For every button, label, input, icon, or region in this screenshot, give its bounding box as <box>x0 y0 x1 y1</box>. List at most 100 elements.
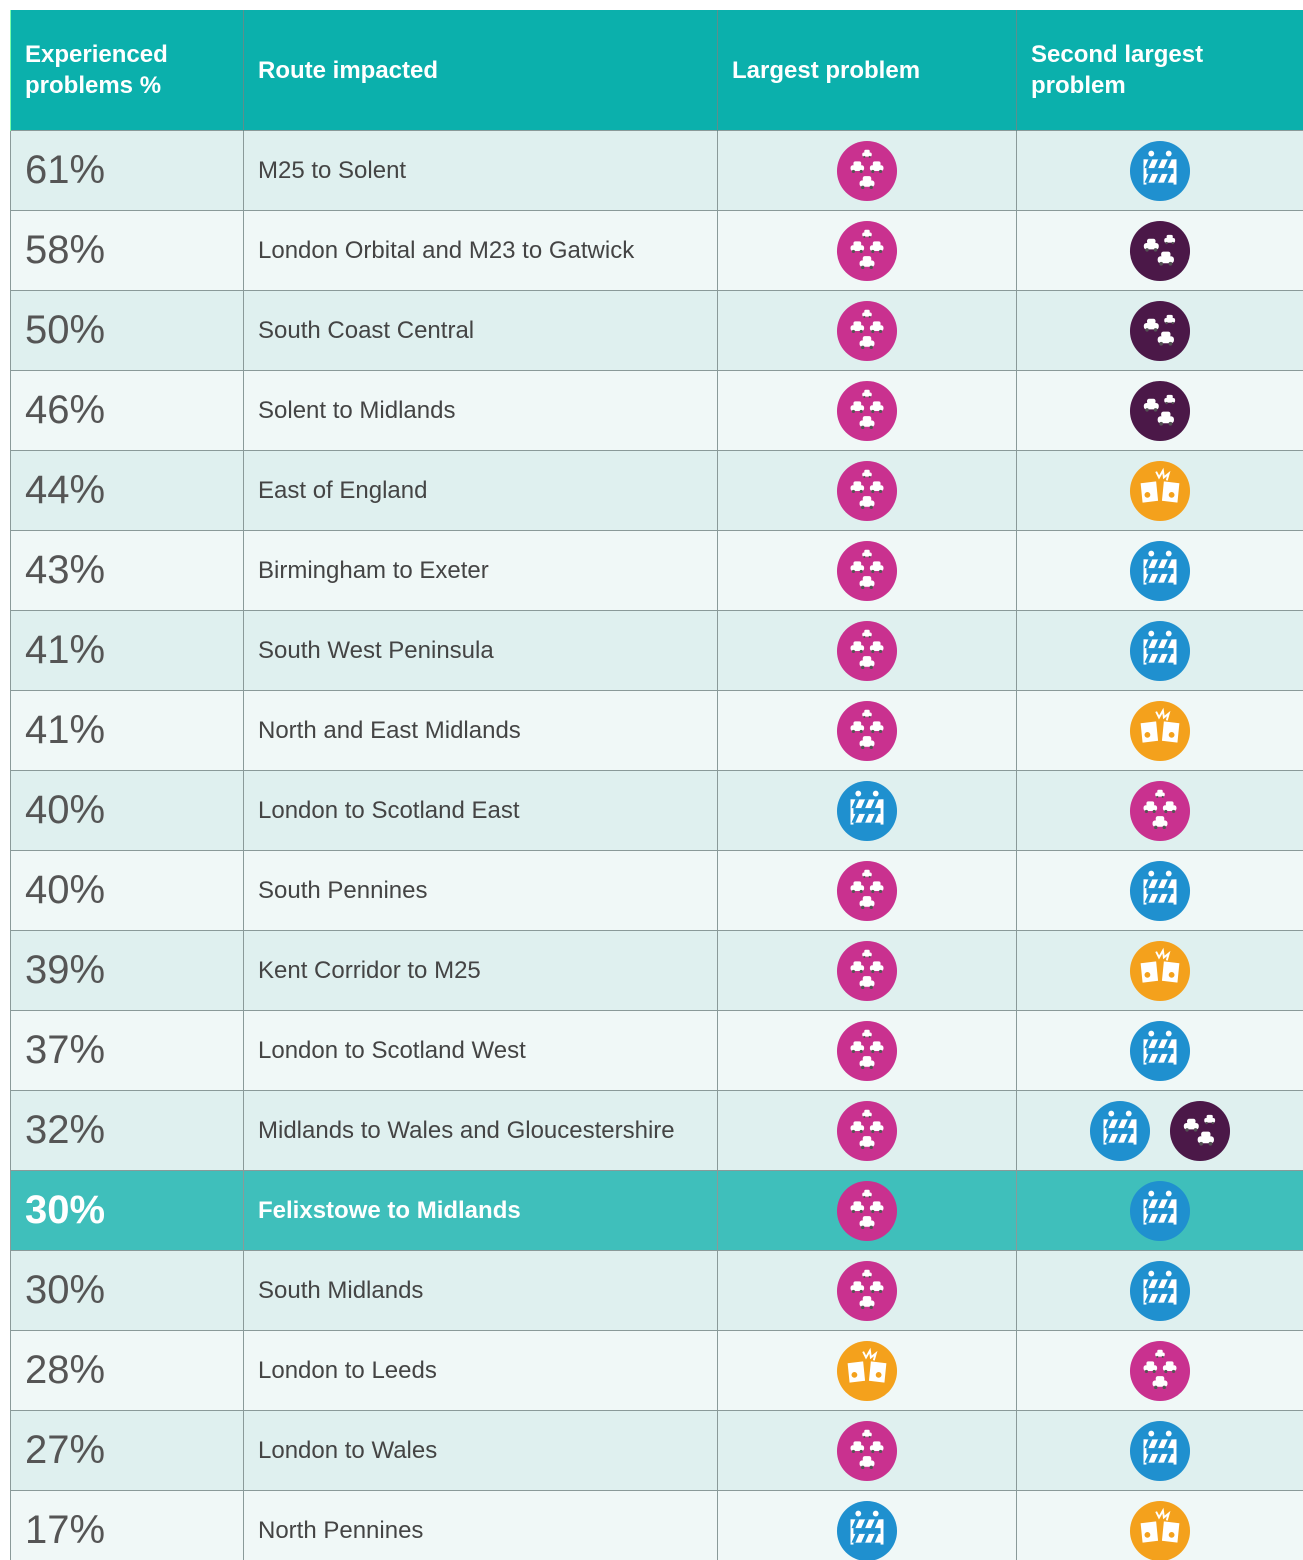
route-cell: Midlands to Wales and Gloucestershire <box>243 1090 718 1171</box>
problem-icon <box>836 140 898 202</box>
problem-icon <box>836 1500 898 1560</box>
route-cell: South Coast Central <box>243 290 718 371</box>
route-cell: London to Scotland West <box>243 1010 718 1091</box>
largest-problem-cell <box>717 690 1017 771</box>
largest-problem-cell <box>717 1010 1017 1091</box>
problem-icon <box>836 1340 898 1402</box>
table-row: 41% North and East Midlands <box>10 690 1303 771</box>
problem-icon <box>1129 380 1191 442</box>
second-problem-cell <box>1016 1170 1303 1251</box>
percent-cell: 40% <box>10 850 244 931</box>
percent-cell: 43% <box>10 530 244 611</box>
table-row: 50% South Coast Central <box>10 290 1303 371</box>
problem-icon <box>1129 1260 1191 1322</box>
problem-icon <box>836 300 898 362</box>
problem-icon <box>836 620 898 682</box>
problem-icon <box>836 460 898 522</box>
problem-icon <box>836 780 898 842</box>
header-cell: Largest problem <box>717 10 1017 131</box>
problem-icon <box>836 1260 898 1322</box>
largest-problem-cell <box>717 530 1017 611</box>
problem-icon <box>1129 220 1191 282</box>
percent-cell: 37% <box>10 1010 244 1091</box>
second-problem-cell <box>1016 1250 1303 1331</box>
percent-cell: 30% <box>10 1250 244 1331</box>
problem-icon <box>836 1180 898 1242</box>
route-cell: Kent Corridor to M25 <box>243 930 718 1011</box>
percent-cell: 30% <box>10 1170 244 1251</box>
second-problem-cell <box>1016 930 1303 1011</box>
largest-problem-cell <box>717 850 1017 931</box>
largest-problem-cell <box>717 450 1017 531</box>
problem-icon <box>836 380 898 442</box>
largest-problem-cell <box>717 210 1017 291</box>
percent-cell: 41% <box>10 610 244 691</box>
percent-cell: 44% <box>10 450 244 531</box>
table-row: 46% Solent to Midlands <box>10 370 1303 451</box>
largest-problem-cell <box>717 930 1017 1011</box>
second-problem-cell <box>1016 450 1303 531</box>
table-row: 30% South Midlands <box>10 1250 1303 1331</box>
problem-icon <box>1129 700 1191 762</box>
second-problem-cell <box>1016 290 1303 371</box>
largest-problem-cell <box>717 370 1017 451</box>
largest-problem-cell <box>717 130 1017 211</box>
second-problem-cell <box>1016 770 1303 851</box>
problem-icon <box>836 540 898 602</box>
route-cell: Birmingham to Exeter <box>243 530 718 611</box>
second-problem-cell <box>1016 690 1303 771</box>
largest-problem-cell <box>717 1490 1017 1560</box>
second-problem-cell <box>1016 1090 1303 1171</box>
problem-icon <box>1129 860 1191 922</box>
second-problem-cell <box>1016 530 1303 611</box>
table-row: 40% South Pennines <box>10 850 1303 931</box>
percent-cell: 61% <box>10 130 244 211</box>
problem-icon <box>1129 940 1191 1002</box>
percent-cell: 41% <box>10 690 244 771</box>
table-row: 58% London Orbital and M23 to Gatwick <box>10 210 1303 291</box>
route-cell: London to Leeds <box>243 1330 718 1411</box>
problem-icon <box>836 700 898 762</box>
table-row: 61% M25 to Solent <box>10 130 1303 211</box>
second-problem-cell <box>1016 850 1303 931</box>
table-row: 32% Midlands to Wales and Gloucestershire <box>10 1090 1303 1171</box>
percent-cell: 46% <box>10 370 244 451</box>
table-row: 43% Birmingham to Exeter <box>10 530 1303 611</box>
header-cell: Experienced problems % <box>10 10 244 131</box>
header-row: Experienced problems % Route impacted La… <box>10 10 1303 131</box>
route-cell: South West Peninsula <box>243 610 718 691</box>
second-problem-cell <box>1016 1490 1303 1560</box>
second-problem-cell <box>1016 1410 1303 1491</box>
largest-problem-cell <box>717 1090 1017 1171</box>
largest-problem-cell <box>717 1250 1017 1331</box>
problem-icon <box>1129 1020 1191 1082</box>
route-cell: London to Scotland East <box>243 770 718 851</box>
table-row: 28% London to Leeds <box>10 1330 1303 1411</box>
table-body: 61% M25 to Solent 58% London Orbital and M2… <box>10 130 1303 1560</box>
route-cell: South Pennines <box>243 850 718 931</box>
problem-icon <box>1129 1420 1191 1482</box>
percent-cell: 17% <box>10 1490 244 1560</box>
largest-problem-cell <box>717 290 1017 371</box>
route-cell: Felixstowe to Midlands <box>243 1170 718 1251</box>
table-row: 27% London to Wales <box>10 1410 1303 1491</box>
table-row: 41% South West Peninsula <box>10 610 1303 691</box>
second-problem-cell <box>1016 130 1303 211</box>
route-cell: London to Wales <box>243 1410 718 1491</box>
table-row: 44% East of England <box>10 450 1303 531</box>
second-problem-cell <box>1016 1330 1303 1411</box>
second-problem-cell <box>1016 1010 1303 1091</box>
problem-icon <box>1169 1100 1231 1162</box>
problem-icon <box>1129 460 1191 522</box>
table-wrap: Experienced problems % Route impacted La… <box>10 10 1303 1560</box>
problem-icon <box>1129 620 1191 682</box>
table-row: 40% London to Scotland East <box>10 770 1303 851</box>
table-row: 39% Kent Corridor to M25 <box>10 930 1303 1011</box>
header-text: Largest problem <box>732 56 921 84</box>
percent-cell: 40% <box>10 770 244 851</box>
percent-cell: 28% <box>10 1330 244 1411</box>
second-problem-cell <box>1016 370 1303 451</box>
largest-problem-cell <box>717 610 1017 691</box>
second-problem-cell <box>1016 210 1303 291</box>
